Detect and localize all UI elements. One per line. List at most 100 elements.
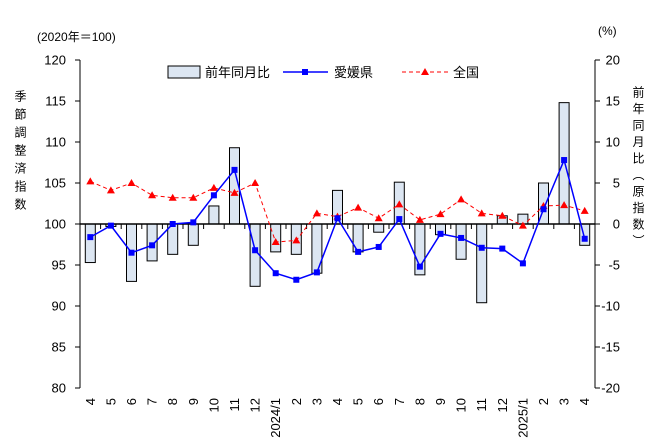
national-point [312,209,321,217]
national-point [415,215,424,223]
national-point [168,193,177,201]
category-label: 4 [577,398,592,405]
ehime-point [561,157,568,164]
legend-label-ehime: 愛媛県 [334,65,373,80]
ehime-point [396,216,403,223]
national-point [580,206,589,214]
ehime-point [128,249,135,256]
national-point [189,193,198,201]
left-tick-label: 85 [52,340,66,355]
national-point [148,191,157,199]
yoy-bar [352,223,364,253]
ehime-point [334,215,341,222]
yoy-bar [270,223,282,253]
category-label: 7 [145,398,160,405]
category-label: 4 [83,398,98,405]
category-label: 12 [495,398,510,412]
category-label: 11 [227,398,242,412]
category-label: 8 [165,398,180,405]
national-point [560,201,569,209]
right-axis-label: 前年同月比（原指数） [631,86,645,251]
legend-bar-swatch [167,65,201,79]
left-tick-label: 120 [44,53,66,68]
yoy-bar [476,223,488,304]
category-label: 8 [412,398,427,405]
national-point [230,188,239,196]
ehime-point [540,206,547,213]
national-point [354,203,363,211]
legend-national-triangle-marker [421,68,429,75]
legend-label-yoy: 前年同月比 [205,65,270,80]
ehime-point [190,219,197,226]
national-point [395,200,404,208]
category-label: 9 [433,398,448,405]
yoy-bar [208,205,220,225]
right-tick-label: 20 [606,53,620,68]
left-tick-label: 100 [44,217,66,232]
legend-ehime-square-marker [302,69,308,75]
right-axis-unit: (%) [598,24,617,38]
category-label: 11 [474,398,489,412]
category-label: 3 [309,398,324,405]
ehime-point [478,244,485,251]
left-axis-unit: (2020年＝100) [37,30,116,44]
left-tick-label: 115 [45,94,66,109]
ehime-point [519,260,526,267]
bar-series-yoy [84,102,591,304]
left-tick-label: 105 [44,176,66,191]
national-point [127,179,136,186]
category-label: 7 [392,398,407,405]
right-tick-label: 0 [613,217,620,232]
yoy-bar [373,223,385,233]
category-label: 3 [557,398,572,405]
right-tick-label: 5 [613,176,620,191]
left-tick-label: 110 [45,135,66,150]
left-tick-label: 80 [52,381,66,396]
ehime-point [169,221,176,227]
yoy-bar [311,223,323,274]
right-tick-label: 15 [606,94,620,109]
yoy-bar [187,223,199,246]
category-label: 6 [124,398,139,405]
ehime-point [149,242,156,249]
category-label: 10 [206,398,221,412]
national-point [477,209,486,217]
national-point [292,236,301,244]
ehime-point [107,222,114,229]
right-tick-label: -10 [601,299,620,314]
category-label: 4 [330,398,345,405]
national-point [86,177,95,185]
category-label: 5 [103,398,118,405]
national-point [374,214,383,222]
ehime-point [437,230,444,237]
category-label: 2024/1 [268,398,283,438]
yoy-bar [84,223,96,264]
tick-labels: 80859095100105110115120-20-15-10-5051015… [44,53,620,438]
category-label: 5 [351,398,366,405]
left-axis-label: 季節調整済指数 [13,90,27,216]
ehime-point [355,248,362,255]
ehime-point [499,245,506,252]
category-label: 10 [454,398,469,412]
national-point [271,238,280,246]
right-tick-label: -5 [608,258,620,273]
national-point [498,211,507,219]
line-series [86,157,589,283]
ehime-point [231,166,238,173]
national-point [209,183,218,191]
right-tick-label: -15 [601,340,620,355]
category-label: 2 [536,398,551,405]
axes [75,59,600,389]
ehime-point [87,234,94,241]
category-label: 9 [186,398,201,405]
national-point [436,210,445,218]
national-point [518,221,527,229]
ehime-point [458,234,465,241]
ehime-point [272,270,279,277]
category-label: 6 [371,398,386,405]
national-point [106,186,115,194]
ehime-point [210,192,217,199]
ehime-point [313,269,320,276]
